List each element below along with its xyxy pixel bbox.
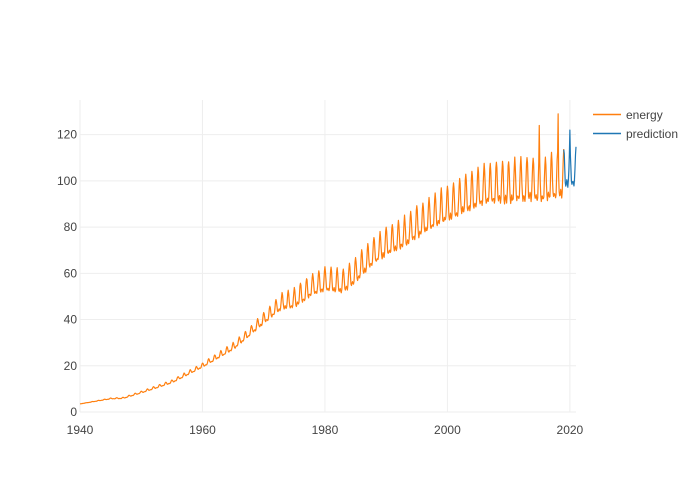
y-tick-label: 40	[64, 313, 78, 327]
y-tick-label: 80	[64, 220, 78, 234]
y-tick-label: 120	[57, 128, 77, 142]
grid	[79, 100, 576, 413]
x-tick-label: 1960	[189, 423, 216, 437]
y-axis: 0 20 40 60 80 100 120	[57, 128, 77, 419]
x-axis: 1940 1960 1980 2000 2020	[67, 423, 584, 437]
legend-label-energy: energy	[626, 108, 663, 122]
y-tick-label: 100	[57, 174, 77, 188]
y-tick-label: 60	[64, 266, 78, 280]
x-tick-label: 2000	[434, 423, 461, 437]
x-tick-label: 1980	[312, 423, 339, 437]
y-tick-label: 0	[70, 405, 77, 419]
legend-label-prediction: prediction	[626, 127, 678, 141]
series-line-energy[interactable]	[79, 113, 565, 405]
series-lines	[79, 113, 577, 405]
x-tick-label: 1940	[67, 423, 94, 437]
legend: energy prediction	[593, 108, 678, 141]
legend-item-energy[interactable]: energy	[593, 108, 663, 122]
legend-item-prediction[interactable]: prediction	[593, 127, 678, 141]
x-tick-label: 2020	[557, 423, 584, 437]
series-line-prediction[interactable]	[563, 129, 577, 188]
y-tick-label: 20	[64, 359, 78, 373]
